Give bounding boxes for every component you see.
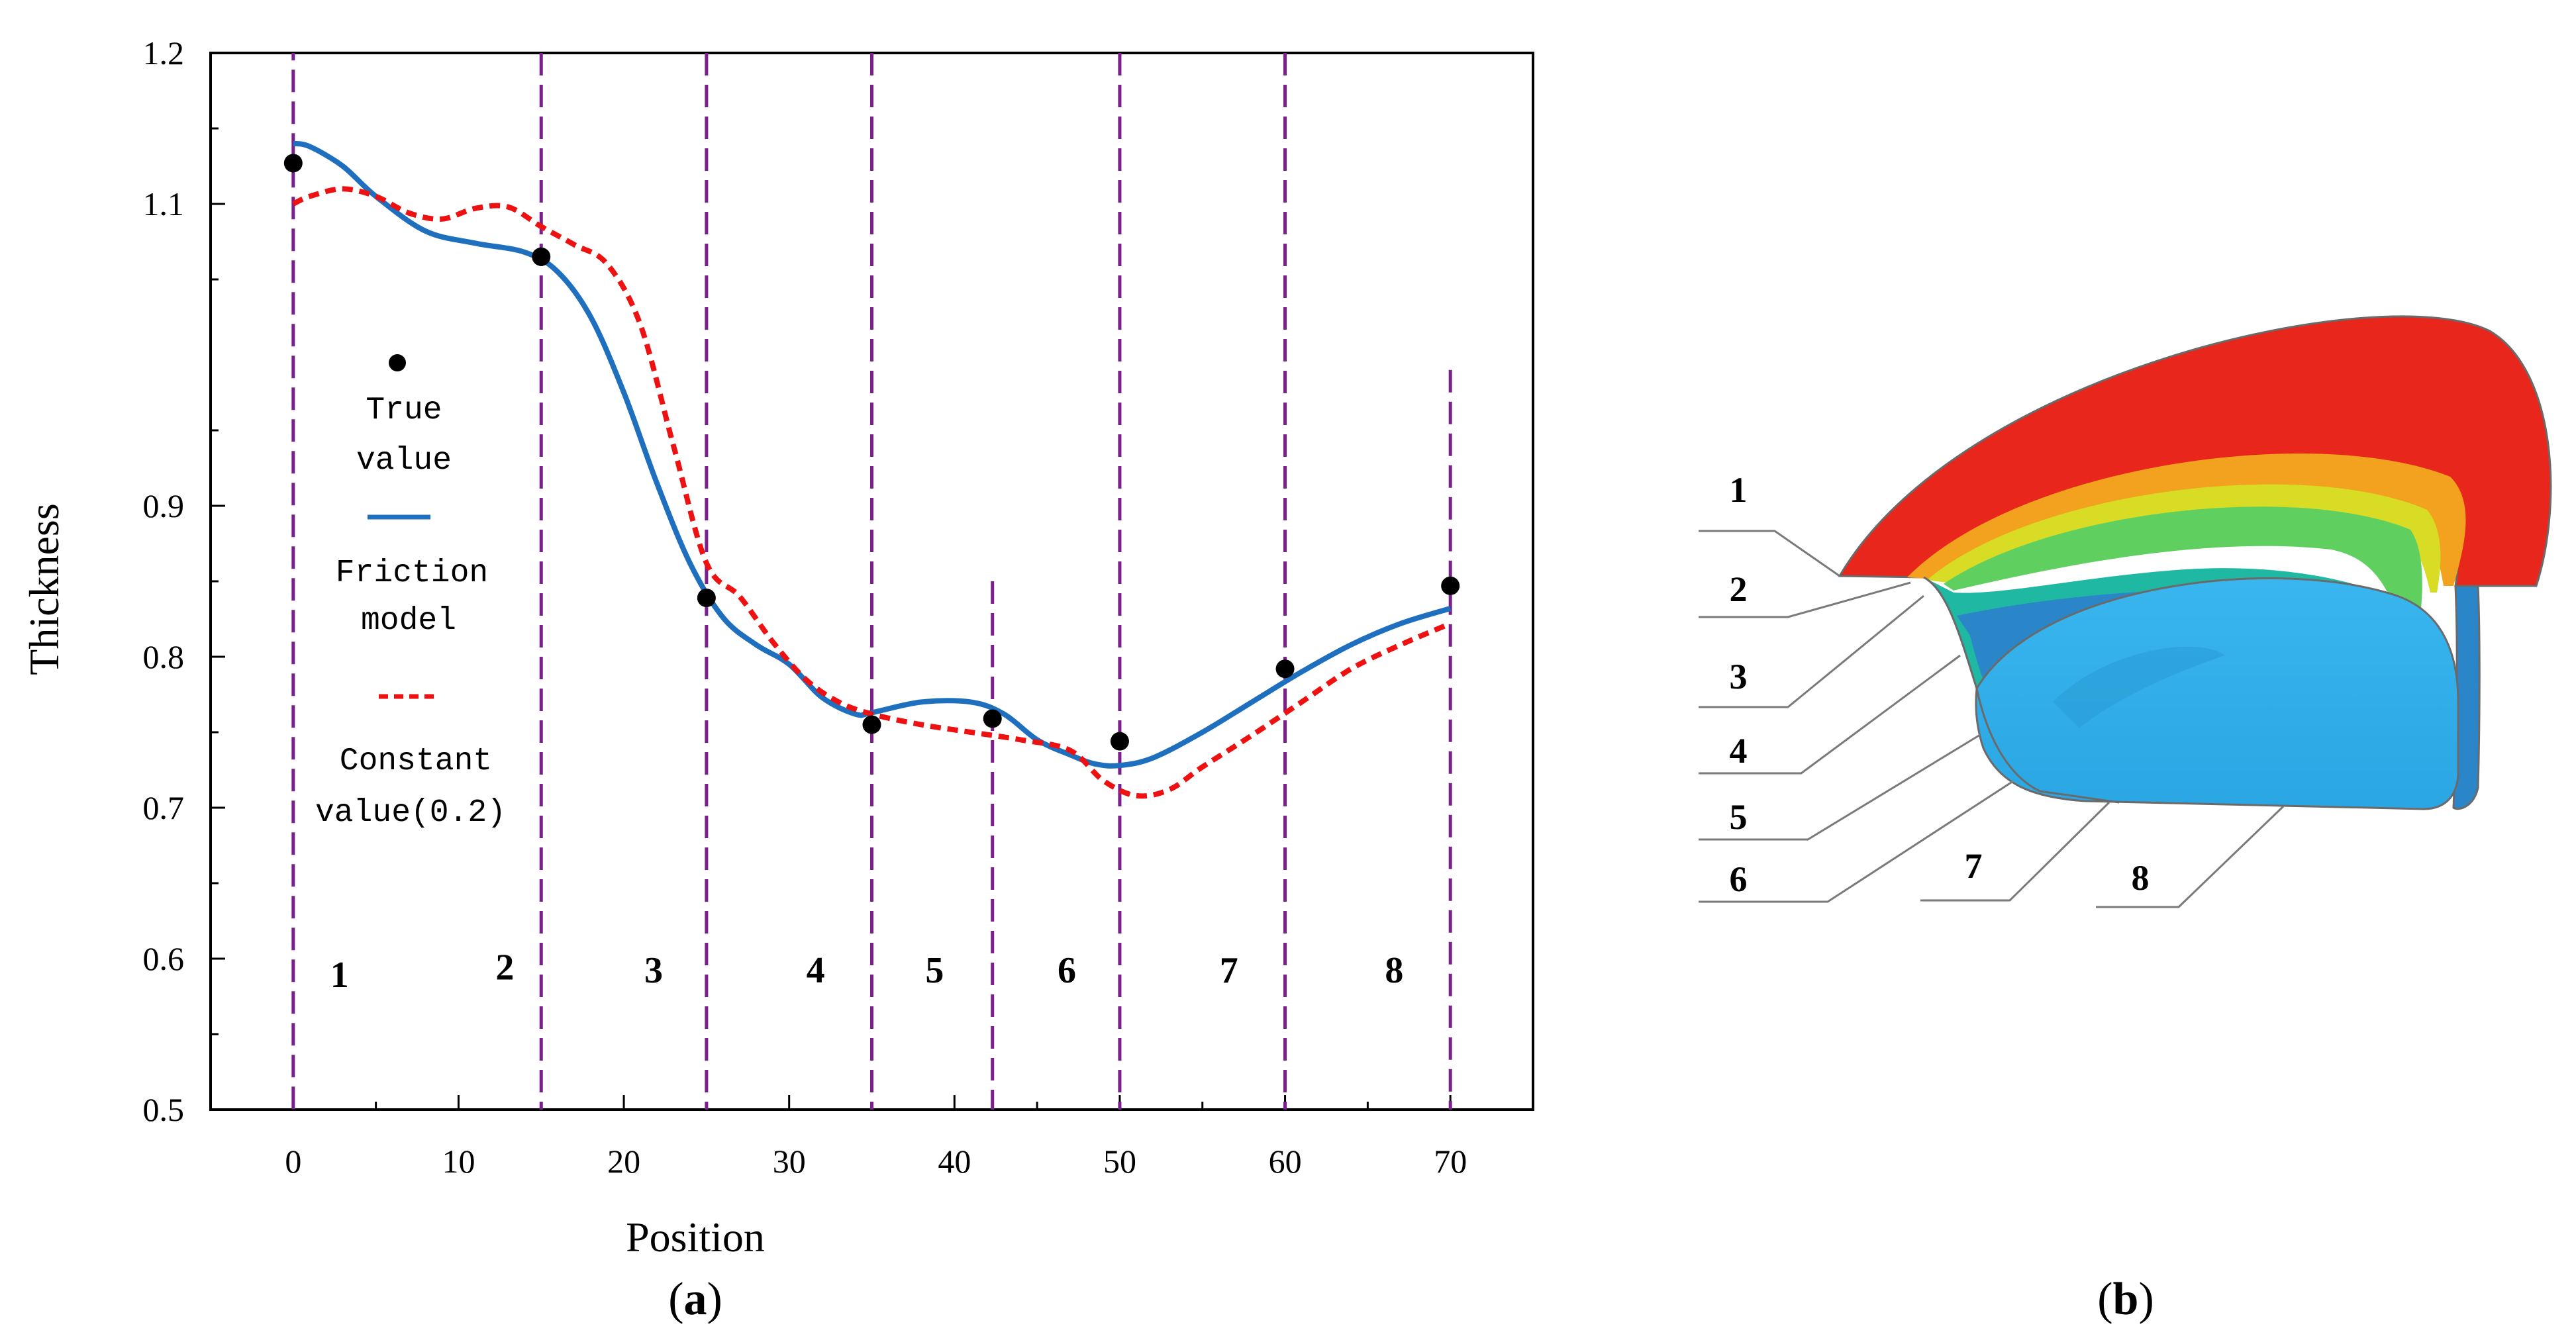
leader-line-5: [1699, 734, 1981, 841]
panel-label-b: (b): [2097, 1274, 2154, 1325]
y-tick-label-1: 0.6: [143, 940, 185, 977]
region-label-5: 5: [925, 950, 944, 991]
panel-label-a-letter: a: [684, 1274, 707, 1325]
x-tick-label-5: 50: [1103, 1143, 1136, 1180]
part-label-4: 4: [1730, 731, 1748, 771]
y-tick-label-6: 1.2: [143, 34, 185, 72]
true-value-point-2: [697, 589, 716, 608]
part-label-2: 2: [1730, 569, 1748, 609]
region-label-4: 4: [807, 950, 825, 991]
part-dome-shade: [2053, 646, 2225, 728]
legend-constant-value-line2: value(0.2): [315, 795, 506, 831]
x-tick-label-1: 10: [442, 1143, 475, 1180]
part-label-5: 5: [1730, 797, 1748, 837]
x-tick-label-3: 30: [773, 1143, 806, 1180]
part-thickness-diagram: 1 2 3 4 5 6 7 8: [1699, 315, 2552, 908]
y-tick-label-3: 0.8: [143, 638, 185, 675]
series-curves: [292, 140, 1452, 799]
true-value-point-4: [983, 709, 1002, 728]
region-label-6: 6: [1058, 950, 1076, 991]
x-tick-label-7: 70: [1434, 1143, 1467, 1180]
true-value-points: [283, 154, 1460, 751]
legend-true-value-line2: value: [356, 443, 452, 479]
part-bottom-dome: [1975, 577, 2459, 810]
region-label-8: 8: [1385, 950, 1403, 991]
thickness-chart: 0 10 20 30 40 50 60 70 0.5 0.6 0.7 0.8 0.9 1.1 1.2 1 2…: [21, 34, 1534, 1261]
true-value-point-5: [1110, 732, 1129, 751]
part-label-7: 7: [1965, 846, 1983, 886]
legend-friction-model-line2: model: [361, 603, 456, 639]
part-label-3: 3: [1730, 657, 1748, 696]
region-label-3: 3: [644, 950, 663, 991]
region-labels: 1 2 3 4 5 6 7 8: [330, 947, 1404, 995]
x-tick-label-6: 60: [1269, 1143, 1302, 1180]
series-line-1: [293, 140, 1452, 769]
leader-line-8: [2096, 805, 2285, 908]
legend-constant-value-line1: Constant: [340, 743, 492, 779]
panel-label-a: (a): [668, 1274, 722, 1325]
x-tick-labels: 0 10 20 30 40 50 60 70: [285, 1143, 1467, 1180]
leader-line-7: [1920, 801, 2110, 902]
leader-line-6: [1699, 780, 2014, 903]
part-label-8: 8: [2132, 858, 2150, 898]
true-value-point-7: [1441, 576, 1460, 595]
legend-true-value-line1: True: [366, 393, 442, 428]
region-label-2: 2: [495, 947, 514, 988]
y-tick-label-5: 1.1: [143, 185, 185, 222]
part-label-1: 1: [1730, 470, 1748, 510]
panel-label-b-letter: b: [2113, 1274, 2139, 1325]
y-tick-label-2: 0.7: [143, 789, 185, 826]
y-tick-label-0: 0.5: [143, 1091, 185, 1128]
legend-friction-model-line1: Friction: [336, 555, 488, 591]
x-axis-title: Position: [626, 1214, 765, 1261]
legend-true-value-marker: [389, 354, 406, 371]
part-band-green: [1944, 506, 2422, 616]
part-band-orange: [1907, 454, 2466, 586]
leader-line-2: [1699, 581, 1911, 618]
series-line-2: [292, 186, 1452, 799]
part-side-outline: [1923, 576, 2120, 804]
y-axis-title: Thickness: [21, 503, 68, 675]
region-boundaries: [291, 53, 1452, 1110]
x-tick-label-2: 20: [607, 1143, 640, 1180]
part-leader-lines: [1699, 530, 2285, 908]
true-value-point-3: [862, 715, 881, 734]
region-label-7: 7: [1220, 950, 1238, 991]
leader-line-4: [1699, 654, 1961, 775]
x-tick-label-0: 0: [285, 1143, 301, 1180]
part-label-6: 6: [1730, 859, 1748, 899]
region-label-1: 1: [330, 955, 349, 996]
leader-line-3: [1699, 595, 1924, 708]
y-tick-labels: 0.5 0.6 0.7 0.8 0.9 1.1 1.2: [143, 34, 185, 1128]
part-wall-right: [2452, 585, 2481, 810]
true-value-point-6: [1275, 659, 1295, 679]
true-value-point-1: [532, 247, 551, 266]
true-value-point-0: [283, 154, 303, 173]
y-tick-label-4: 0.9: [143, 487, 185, 524]
leader-line-1: [1699, 530, 1840, 577]
x-tick-label-4: 40: [938, 1143, 971, 1180]
legend: True value Friction model Constant value…: [315, 354, 506, 831]
